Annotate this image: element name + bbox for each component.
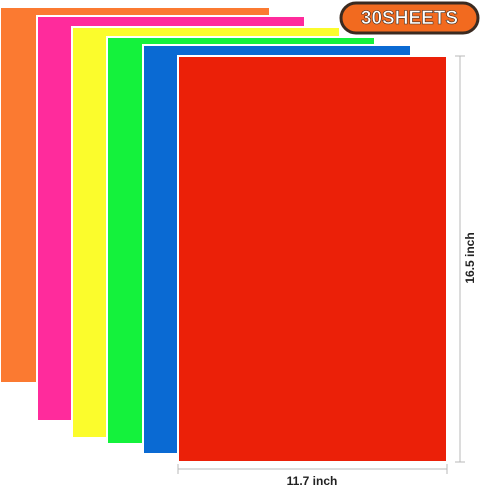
red-sheet	[177, 55, 448, 463]
badge-text: 30SHEETS	[361, 8, 458, 29]
badge	[339, 1, 480, 35]
height-label: 16.5 inch	[463, 232, 477, 283]
width-label: 11.7 inch	[287, 474, 338, 488]
